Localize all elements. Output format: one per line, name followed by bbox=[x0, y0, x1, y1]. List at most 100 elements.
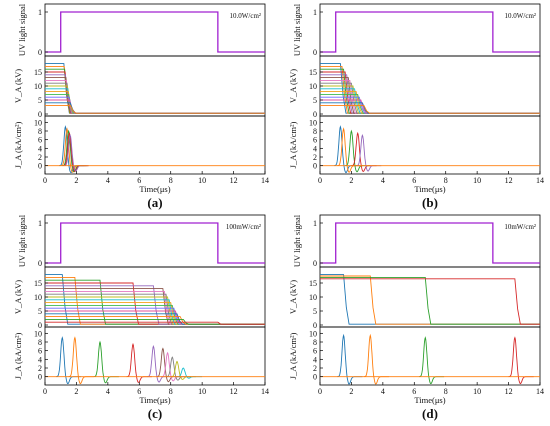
voltage-tick-label: 15 bbox=[309, 279, 317, 288]
x-tick-label: 4 bbox=[381, 176, 385, 185]
x-tick-label: 0 bbox=[318, 176, 322, 185]
x-tick-label: 8 bbox=[444, 387, 448, 396]
current-axis-label: J_A (kA/cm²) bbox=[288, 332, 298, 379]
x-axis-label: Time(μs) bbox=[414, 395, 445, 405]
current-tick-label: 10 bbox=[309, 329, 317, 338]
x-tick-label: 8 bbox=[444, 176, 448, 185]
current-tick-label: 0 bbox=[38, 162, 42, 171]
x-tick-label: 10 bbox=[198, 176, 206, 185]
voltage-tick-label: 10 bbox=[34, 293, 42, 302]
current-tick-label: 4 bbox=[38, 144, 42, 153]
x-tick-label: 2 bbox=[74, 176, 78, 185]
intensity-label: 10.0W/cm² bbox=[230, 12, 261, 20]
current-subplot-frame bbox=[44, 115, 266, 175]
current-tick-label: 6 bbox=[38, 136, 42, 145]
current-subplot-frame bbox=[319, 326, 541, 386]
x-tick-label: 12 bbox=[505, 387, 513, 396]
uv-axis-label: UV light signal bbox=[17, 3, 27, 56]
x-tick-label: 4 bbox=[106, 176, 110, 185]
x-tick-label: 4 bbox=[106, 387, 110, 396]
voltage-trace-5 bbox=[45, 74, 265, 114]
current-axis-label: J_A (kA/cm²) bbox=[13, 332, 23, 379]
current-tick-label: 2 bbox=[313, 364, 317, 373]
uv-tick-label: 1 bbox=[313, 8, 317, 17]
x-tick-label: 10 bbox=[473, 176, 481, 185]
current-tick-label: 2 bbox=[38, 364, 42, 373]
panel-label: (b) bbox=[422, 195, 438, 210]
current-tick-label: 0 bbox=[313, 162, 317, 171]
uv-tick-label: 0 bbox=[313, 48, 317, 57]
uv-signal-line bbox=[320, 222, 540, 264]
voltage-trace-2 bbox=[45, 65, 265, 114]
x-tick-label: 2 bbox=[74, 387, 78, 396]
voltage-tick-label: 5 bbox=[313, 96, 317, 105]
voltage-tick-label: 10 bbox=[309, 82, 317, 91]
x-tick-label: 14 bbox=[261, 176, 269, 185]
voltage-trace-2 bbox=[320, 275, 540, 325]
current-tick-label: 8 bbox=[313, 127, 317, 136]
current-tick-label: 0 bbox=[38, 373, 42, 382]
voltage-tick-label: 0 bbox=[313, 110, 317, 119]
intensity-label: 10.0W/cm² bbox=[505, 12, 536, 20]
current-subplot-frame bbox=[319, 115, 541, 175]
current-tick-label: 0 bbox=[313, 373, 317, 382]
panel-a: 0 1 UV light signal 10.0W/cm² 0 5 10 15 V_A (kV)… bbox=[13, 3, 269, 210]
voltage-trace-6 bbox=[45, 77, 265, 114]
voltage-tick-label: 5 bbox=[313, 307, 317, 316]
x-axis-label: Time(μs) bbox=[139, 395, 170, 405]
current-tick-label: 4 bbox=[313, 144, 317, 153]
current-axis-label: J_A (kA/cm²) bbox=[288, 121, 298, 168]
uv-tick-label: 1 bbox=[38, 8, 42, 17]
x-tick-label: 12 bbox=[505, 176, 513, 185]
x-tick-label: 10 bbox=[473, 387, 481, 396]
uv-tick-label: 1 bbox=[38, 219, 42, 228]
x-tick-label: 12 bbox=[230, 176, 238, 185]
uv-tick-label: 0 bbox=[38, 259, 42, 268]
uv-tick-label: 0 bbox=[38, 48, 42, 57]
x-axis-label: Time(μs) bbox=[414, 184, 445, 194]
x-tick-label: 2 bbox=[349, 176, 353, 185]
voltage-trace-9 bbox=[45, 85, 265, 114]
x-tick-label: 8 bbox=[169, 387, 173, 396]
voltage-tick-label: 10 bbox=[309, 293, 317, 302]
panel-label: (a) bbox=[147, 195, 162, 210]
current-tick-label: 2 bbox=[313, 153, 317, 162]
current-tick-label: 2 bbox=[38, 153, 42, 162]
voltage-trace-14 bbox=[45, 99, 265, 114]
voltage-trace-3 bbox=[320, 276, 540, 325]
voltage-tick-label: 5 bbox=[38, 307, 42, 316]
voltage-tick-label: 15 bbox=[34, 279, 42, 288]
voltage-trace-1 bbox=[320, 274, 540, 325]
intensity-label: 100mW/cm² bbox=[226, 223, 261, 231]
current-tick-label: 6 bbox=[313, 136, 317, 145]
current-tick-label: 8 bbox=[38, 127, 42, 136]
voltage-trace-11 bbox=[45, 91, 265, 114]
panel-b: 0 1 UV light signal 10.0W/cm² 0 5 10 15 V_A (kV)… bbox=[288, 3, 544, 210]
voltage-tick-label: 5 bbox=[38, 96, 42, 105]
uv-axis-label: UV light signal bbox=[292, 214, 302, 267]
current-tick-label: 10 bbox=[309, 118, 317, 127]
current-tick-label: 4 bbox=[38, 355, 42, 364]
current-tick-label: 6 bbox=[313, 347, 317, 356]
voltage-trace-16 bbox=[45, 105, 265, 114]
x-axis-label: Time(μs) bbox=[139, 184, 170, 194]
voltage-axis-label: V_A (kV) bbox=[13, 280, 23, 314]
voltage-tick-label: 0 bbox=[313, 321, 317, 330]
voltage-tick-label: 15 bbox=[309, 68, 317, 77]
voltage-axis-label: V_A (kV) bbox=[13, 69, 23, 103]
x-tick-label: 12 bbox=[230, 387, 238, 396]
x-tick-label: 14 bbox=[536, 176, 544, 185]
uv-tick-label: 0 bbox=[313, 259, 317, 268]
intensity-label: 10mW/cm² bbox=[504, 223, 536, 231]
voltage-tick-label: 0 bbox=[38, 321, 42, 330]
voltage-trace-8 bbox=[45, 82, 265, 114]
voltage-trace-16 bbox=[45, 316, 265, 325]
current-tick-label: 10 bbox=[34, 118, 42, 127]
x-tick-label: 4 bbox=[381, 387, 385, 396]
voltage-trace-16 bbox=[320, 105, 540, 114]
voltage-trace-1 bbox=[45, 63, 265, 114]
current-tick-label: 6 bbox=[38, 347, 42, 356]
x-tick-label: 6 bbox=[137, 176, 141, 185]
panel-d: 0 1 UV light signal 10mW/cm² 0 5 10 15 V_A (kV) 0… bbox=[288, 214, 544, 421]
